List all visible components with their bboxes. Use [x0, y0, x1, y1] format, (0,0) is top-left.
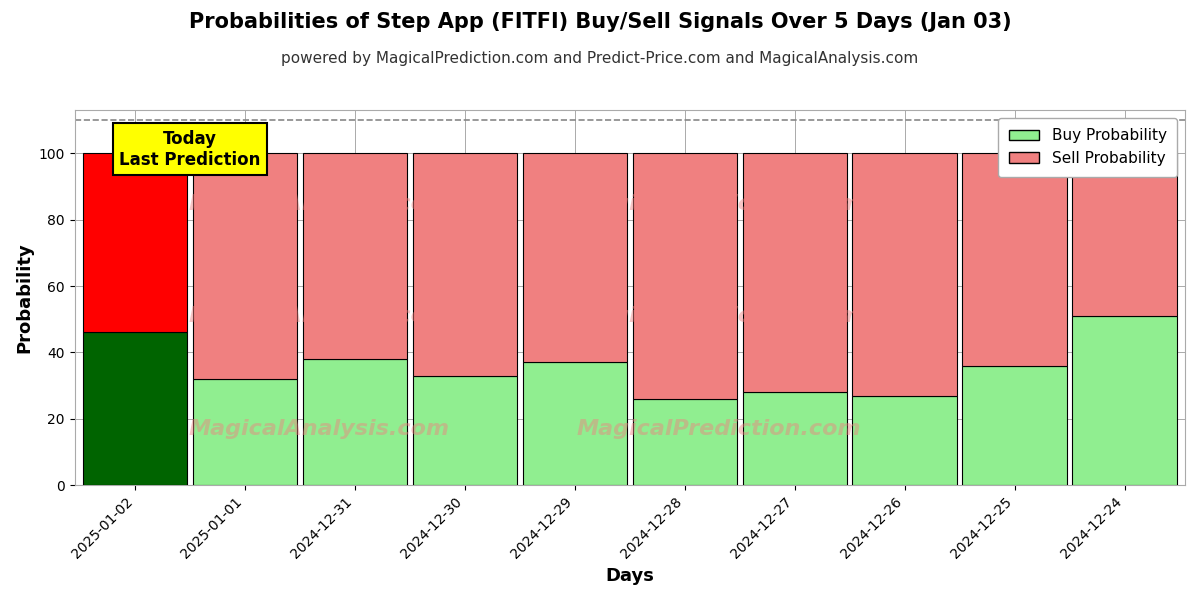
Bar [1073, 153, 1177, 316]
Text: powered by MagicalPrediction.com and Predict-Price.com and MagicalAnalysis.com: powered by MagicalPrediction.com and Pre… [281, 51, 919, 66]
Bar [413, 376, 517, 485]
Text: MagicalAnalysis.com: MagicalAnalysis.com [188, 419, 450, 439]
Bar [523, 153, 628, 362]
Bar [852, 153, 956, 395]
Bar [1073, 316, 1177, 485]
Y-axis label: Probability: Probability [16, 242, 34, 353]
Text: MagicalPrediction.com: MagicalPrediction.com [576, 419, 860, 439]
Text: MagicalAnalysis.com: MagicalAnalysis.com [188, 307, 450, 326]
Text: Today
Last Prediction: Today Last Prediction [119, 130, 260, 169]
Bar [743, 392, 847, 485]
Bar [302, 153, 407, 359]
Bar [302, 359, 407, 485]
Bar [743, 153, 847, 392]
Bar [962, 153, 1067, 366]
Bar [632, 399, 737, 485]
Text: MagicalPrediction.com: MagicalPrediction.com [576, 194, 860, 214]
Bar [632, 153, 737, 399]
Text: MagicalAnalysis.com: MagicalAnalysis.com [188, 194, 450, 214]
Bar [413, 153, 517, 376]
Bar [193, 153, 298, 379]
Bar [523, 362, 628, 485]
Bar [193, 379, 298, 485]
Bar [83, 332, 187, 485]
Bar [852, 395, 956, 485]
Text: MagicalPrediction.com: MagicalPrediction.com [576, 307, 860, 326]
Bar [962, 366, 1067, 485]
Bar [83, 153, 187, 332]
X-axis label: Days: Days [605, 567, 654, 585]
Legend: Buy Probability, Sell Probability: Buy Probability, Sell Probability [998, 118, 1177, 176]
Text: Probabilities of Step App (FITFI) Buy/Sell Signals Over 5 Days (Jan 03): Probabilities of Step App (FITFI) Buy/Se… [188, 12, 1012, 32]
